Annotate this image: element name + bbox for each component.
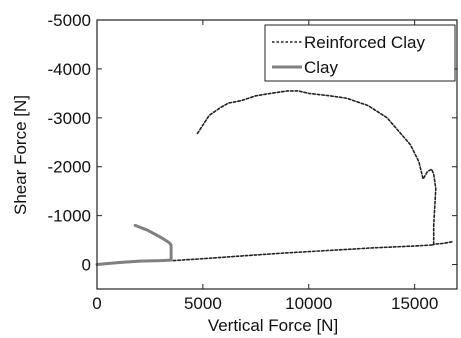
x-tick-label: 10000 [285,294,332,313]
x-tick-label: 5000 [184,294,222,313]
legend-box [264,24,456,82]
y-tick-label: -5000 [48,11,91,30]
x-tick-label: 15000 [391,294,438,313]
x-tick-label: 0 [92,294,101,313]
x-axis-label: Vertical Force [N] [208,316,338,335]
y-tick-label: -4000 [48,60,91,79]
y-tick-label: 0 [82,256,91,275]
legend: Reinforced Clay Clay [264,24,456,82]
ticks-layer: 0 5000 10000 15000 -5000 -4000 -3000 -2000 -1000… [48,11,457,313]
series-line-reinforced-clay [96,90,454,266]
legend-label-clay: Clay [304,58,339,77]
series-layer [95,90,454,266]
plot-frame [96,19,458,290]
legend-label-reinforced-clay: Reinforced Clay [304,33,425,52]
y-tick-label: -1000 [48,207,91,226]
y-axis-label: Shear Force [N] [11,95,30,215]
series-line-clay [95,223,173,266]
y-tick-label: -3000 [48,109,91,128]
y-tick-label: -2000 [48,158,91,177]
